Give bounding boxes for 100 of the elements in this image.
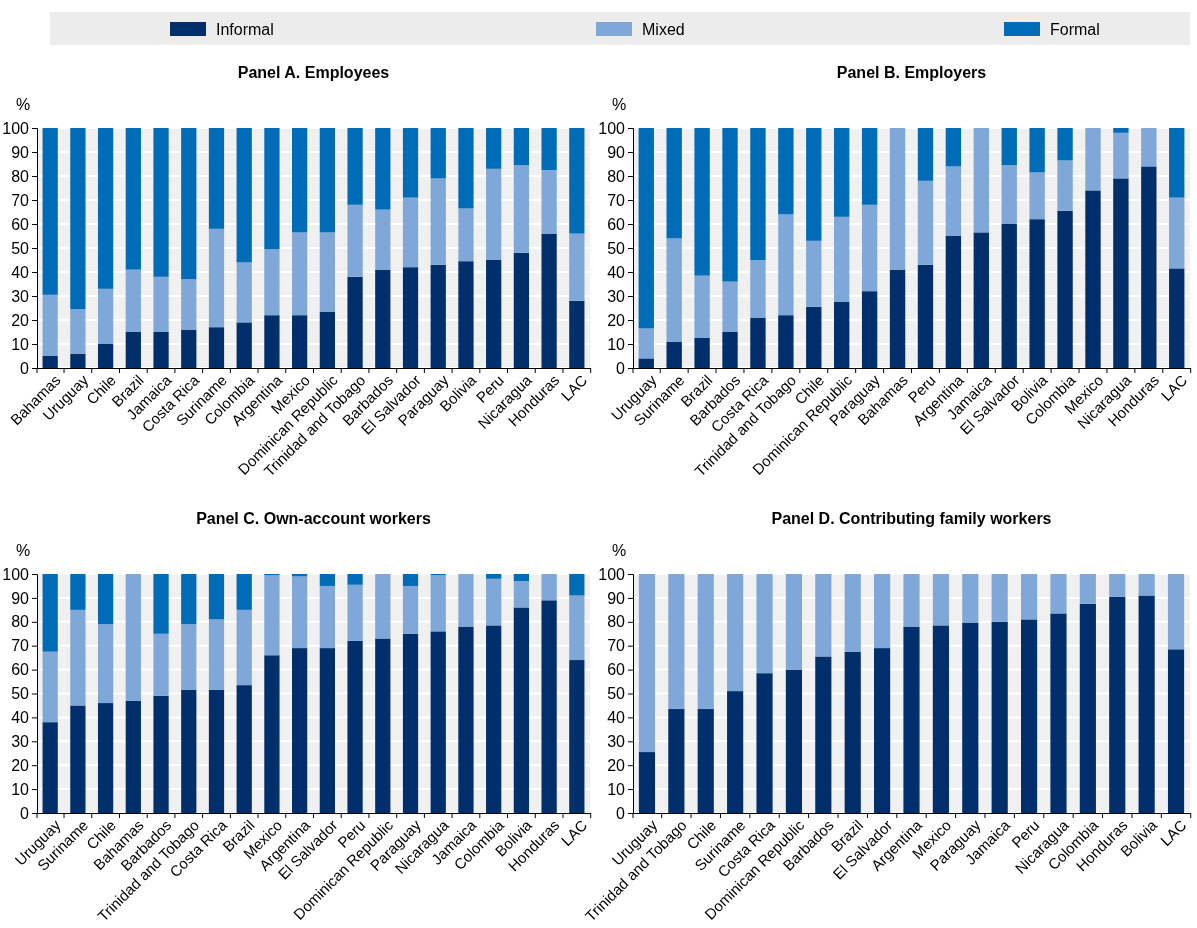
y-tick-label: 30 bbox=[11, 732, 30, 750]
y-tick-label: 90 bbox=[607, 589, 626, 607]
bar bbox=[181, 128, 197, 280]
bar bbox=[1079, 603, 1096, 813]
bar bbox=[153, 276, 169, 332]
bar bbox=[319, 232, 335, 312]
y-tick-label: 90 bbox=[11, 589, 30, 607]
bar bbox=[292, 315, 308, 368]
bar bbox=[889, 269, 906, 368]
bar bbox=[722, 332, 738, 368]
bar bbox=[541, 600, 557, 813]
y-tick-label: 90 bbox=[11, 143, 30, 161]
bar bbox=[1029, 172, 1045, 220]
bar bbox=[97, 344, 114, 368]
bar bbox=[844, 651, 861, 813]
bar bbox=[347, 276, 363, 368]
legend-label: Formal bbox=[1050, 21, 1100, 38]
y-tick-label: 50 bbox=[607, 685, 626, 703]
bar bbox=[917, 264, 934, 368]
bar bbox=[778, 315, 794, 368]
y-tick-label: 10 bbox=[607, 335, 626, 353]
bar bbox=[785, 574, 803, 670]
y-tick-label: 30 bbox=[607, 287, 626, 305]
bar bbox=[1109, 574, 1126, 597]
bar bbox=[153, 128, 169, 277]
bar bbox=[402, 128, 419, 198]
bar bbox=[750, 260, 766, 318]
bar bbox=[430, 264, 446, 368]
y-tick-label: 100 bbox=[2, 565, 30, 583]
bar bbox=[125, 269, 141, 332]
bar bbox=[181, 279, 197, 330]
bar bbox=[402, 267, 419, 368]
bar bbox=[347, 584, 363, 641]
bar bbox=[727, 691, 744, 813]
y-tick-label: 70 bbox=[11, 637, 30, 655]
bar bbox=[1050, 574, 1067, 614]
bar bbox=[458, 261, 474, 368]
bar bbox=[668, 574, 685, 710]
bar bbox=[42, 574, 58, 652]
bar bbox=[541, 170, 557, 234]
bar bbox=[666, 238, 682, 342]
bar bbox=[962, 574, 979, 623]
bar bbox=[861, 128, 878, 205]
bar bbox=[236, 609, 252, 686]
bar bbox=[638, 574, 656, 753]
bar bbox=[513, 581, 530, 608]
bar bbox=[347, 574, 363, 585]
bar bbox=[806, 128, 822, 241]
y-tick-label: 0 bbox=[20, 804, 30, 822]
bar bbox=[181, 329, 197, 368]
bar bbox=[874, 648, 891, 813]
bar bbox=[666, 341, 682, 368]
bar bbox=[125, 700, 141, 813]
bar bbox=[236, 574, 252, 610]
bar bbox=[264, 315, 280, 368]
bar bbox=[697, 709, 714, 813]
bar bbox=[70, 128, 86, 310]
y-tick-label: 40 bbox=[607, 709, 626, 727]
bar bbox=[815, 656, 832, 813]
bar bbox=[694, 275, 710, 338]
bar bbox=[569, 574, 585, 596]
chart-title: Panel C. Own-account workers bbox=[196, 510, 431, 527]
bar bbox=[319, 128, 335, 233]
bar bbox=[722, 281, 738, 332]
bar bbox=[945, 236, 962, 368]
y-tick-label: 100 bbox=[2, 119, 30, 137]
bar bbox=[375, 269, 391, 368]
bar bbox=[97, 574, 114, 625]
bar bbox=[917, 180, 934, 265]
y-tick-label: 80 bbox=[607, 167, 626, 185]
bar bbox=[264, 575, 280, 656]
bar bbox=[1169, 197, 1185, 269]
bar bbox=[694, 338, 710, 368]
bar bbox=[319, 574, 335, 586]
y-tick-label: 60 bbox=[11, 661, 30, 679]
bar bbox=[1050, 613, 1067, 813]
bar bbox=[638, 328, 654, 359]
bar bbox=[903, 626, 920, 813]
bar bbox=[347, 128, 363, 205]
bar bbox=[402, 633, 419, 813]
bar bbox=[97, 703, 114, 813]
bar bbox=[756, 574, 773, 674]
bar bbox=[945, 128, 962, 167]
bar bbox=[513, 607, 530, 813]
bar bbox=[70, 705, 86, 813]
bar bbox=[375, 574, 391, 639]
y-tick-label: 30 bbox=[607, 732, 626, 750]
y-axis-title: % bbox=[15, 542, 31, 559]
bar bbox=[945, 166, 962, 236]
bar bbox=[1029, 219, 1045, 368]
bar bbox=[292, 232, 308, 316]
chart-title: Panel A. Employees bbox=[237, 64, 390, 81]
bar bbox=[541, 128, 557, 170]
bar bbox=[125, 332, 141, 368]
bar bbox=[1138, 574, 1155, 596]
bar bbox=[889, 128, 906, 270]
y-tick-label: 40 bbox=[607, 263, 626, 281]
bar bbox=[153, 332, 169, 368]
bar bbox=[1167, 574, 1185, 650]
bar bbox=[513, 574, 530, 582]
